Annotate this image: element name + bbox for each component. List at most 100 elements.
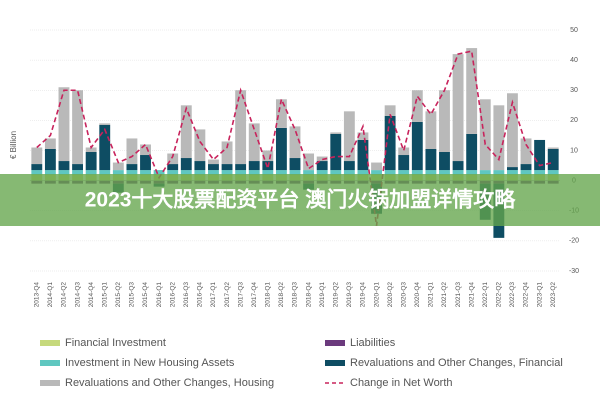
bar-segment — [248, 170, 260, 175]
bar-segment — [85, 170, 97, 175]
y-tick-label: 10 — [570, 147, 578, 154]
bar-segment — [452, 161, 464, 171]
bar-segment — [479, 99, 491, 171]
bar-segment — [126, 170, 138, 175]
x-tick-label: 2019-Q2 — [332, 282, 339, 308]
x-tick-label: 2014-Q3 — [74, 282, 81, 308]
x-tick-label: 2015-Q3 — [129, 282, 136, 308]
bar-segment — [221, 141, 233, 165]
x-tick-label: 2021-Q1 — [428, 282, 435, 308]
bar-segment — [235, 90, 247, 165]
bar-segment — [411, 121, 423, 171]
bar-segment — [99, 170, 111, 175]
x-tick-label: 2017-Q3 — [237, 282, 244, 308]
x-tick-label: 2017-Q1 — [210, 282, 217, 308]
bar-segment — [72, 164, 83, 171]
x-tick-label: 2014-Q4 — [88, 282, 95, 308]
bar-segment — [289, 158, 301, 171]
x-tick-label: 2022-Q1 — [482, 282, 489, 308]
x-tick-label: 2017-Q2 — [224, 282, 231, 308]
bar-segment — [72, 170, 83, 175]
banner-text: 2023十大股票配资平台 澳门火锅加盟详情攻略 — [85, 188, 517, 212]
bar-segment — [316, 170, 328, 175]
bar-segment — [493, 170, 505, 175]
x-tick-label: 2016-Q2 — [169, 282, 176, 308]
bar-segment — [208, 164, 219, 171]
bar-segment — [99, 123, 111, 125]
legend-swatch — [325, 340, 345, 346]
bar-segment — [303, 170, 315, 175]
bar-segment — [235, 170, 247, 175]
bar-segment — [316, 161, 328, 171]
bar-segment — [140, 155, 151, 171]
bar-segment — [343, 161, 355, 171]
x-tick-label: 2020-Q4 — [414, 282, 421, 308]
bar-segment — [44, 138, 56, 149]
bar-segment — [411, 90, 423, 122]
bar-segment — [153, 170, 165, 175]
legend-label: Investment in New Housing Assets — [65, 357, 235, 369]
x-tick-label: 2023-Q2 — [550, 282, 557, 308]
bar-segment — [140, 144, 151, 156]
bar-segment — [221, 170, 233, 175]
bar-segment — [466, 48, 478, 134]
bar-segment — [303, 153, 315, 171]
bar-segment — [235, 164, 247, 171]
bar-segment — [384, 105, 396, 116]
x-tick-label: 2015-Q2 — [115, 282, 122, 308]
x-tick-label: 2016-Q1 — [156, 282, 163, 308]
bar-segment — [330, 133, 342, 171]
bar-segment — [85, 147, 97, 153]
y-tick-label: 40 — [570, 57, 578, 64]
bar-segment — [425, 148, 437, 171]
bar-segment — [371, 162, 382, 171]
bar-segment — [398, 147, 410, 156]
x-tick-label: 2015-Q4 — [142, 282, 149, 308]
bar-segment — [357, 132, 369, 140]
legend-swatch — [325, 360, 345, 366]
bar-segment — [466, 133, 478, 171]
bar-segment — [99, 124, 111, 171]
bar-segment — [507, 167, 518, 171]
bar-segment — [44, 148, 56, 171]
bar-segment — [85, 152, 97, 171]
x-tick-label: 2016-Q3 — [183, 282, 190, 308]
legend-label: Revaluations and Other Changes, Financia… — [350, 357, 563, 369]
bar-segment — [275, 127, 287, 171]
x-tick-label: 2016-Q4 — [197, 282, 204, 308]
bar-segment — [208, 159, 219, 165]
bar-segment — [425, 170, 437, 175]
x-tick-label: 2021-Q3 — [455, 282, 462, 308]
bar-segment — [534, 139, 546, 171]
bar-segment — [58, 161, 70, 171]
x-tick-label: 2023-Q1 — [536, 282, 543, 308]
bar-segment — [31, 164, 43, 171]
x-tick-label: 2021-Q4 — [468, 282, 475, 308]
bar-segment — [112, 170, 124, 175]
bar-segment — [507, 170, 518, 175]
x-tick-label: 2019-Q1 — [319, 282, 326, 308]
bar-segment — [439, 170, 450, 175]
x-tick-label: 2017-Q4 — [251, 282, 258, 308]
bar-segment — [58, 87, 70, 162]
y-tick-label: -30 — [569, 268, 579, 275]
bar-segment — [534, 170, 546, 175]
bar-segment — [58, 170, 70, 175]
bar-segment — [520, 138, 532, 165]
x-tick-label: 2020-Q2 — [387, 282, 394, 308]
bar-segment — [371, 170, 382, 175]
bar-segment — [398, 170, 410, 175]
bar-segment — [167, 164, 179, 171]
x-tick-label: 2018-Q2 — [278, 282, 285, 308]
bar-segment — [520, 170, 532, 175]
x-tick-label: 2021-Q2 — [441, 282, 448, 308]
bar-segment — [439, 152, 450, 171]
bar-segment — [520, 164, 532, 171]
legend-label: Revaluations and Other Changes, Housing — [65, 377, 274, 389]
x-tick-label: 2022-Q3 — [509, 282, 516, 308]
x-tick-label: 2014-Q2 — [61, 282, 68, 308]
x-tick-label: 2014-Q1 — [47, 282, 54, 308]
bar-segment — [357, 170, 369, 175]
bar-segment — [411, 170, 423, 175]
